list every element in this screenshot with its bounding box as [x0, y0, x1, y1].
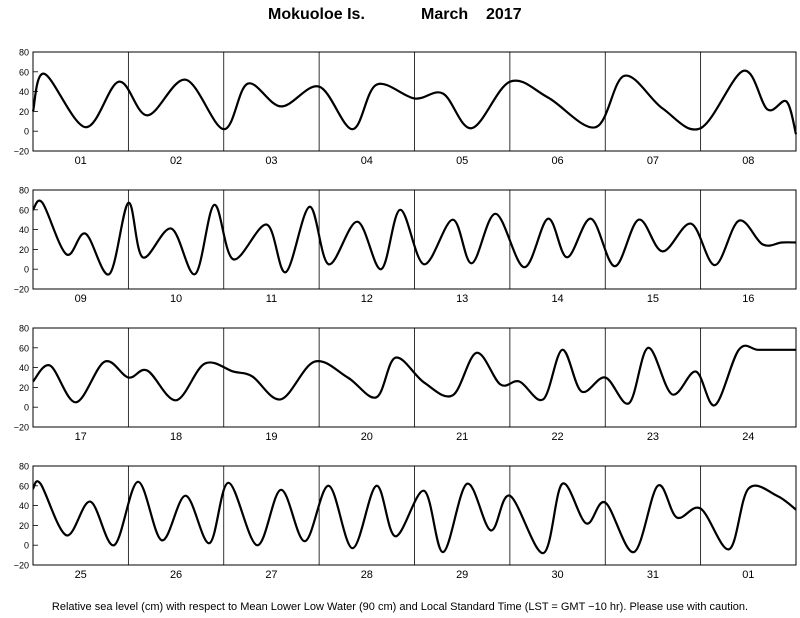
day-label: 19: [265, 431, 277, 443]
y-tick-label: 80: [19, 324, 29, 334]
day-label: 27: [265, 569, 277, 581]
y-tick-label: 40: [19, 501, 29, 511]
day-label: 31: [647, 569, 659, 581]
station-name: Mokuoloe Is.: [268, 6, 365, 23]
y-tick-label: 80: [19, 186, 29, 196]
tide-series-line: [32, 480, 797, 555]
day-label: 21: [456, 431, 468, 443]
day-label: 26: [170, 569, 182, 581]
day-label: 18: [170, 431, 182, 443]
footnote: Relative sea level (cm) with respect to …: [51, 601, 749, 613]
y-tick-label: 0: [24, 127, 29, 137]
chart-title: Mokuoloe Is. March 2017: [0, 4, 800, 26]
day-label: 25: [75, 569, 87, 581]
day-label: 28: [361, 569, 373, 581]
day-label: 24: [742, 431, 754, 443]
y-tick-label: 0: [24, 403, 29, 413]
day-label: 08: [742, 155, 754, 167]
day-label: 05: [456, 155, 468, 167]
y-tick-label: −20: [14, 561, 29, 571]
y-tick-label: 20: [19, 521, 29, 531]
y-tick-label: 60: [19, 481, 29, 491]
y-tick-label: 60: [19, 343, 29, 353]
tide-series-line: [32, 344, 796, 407]
y-tick-label: 0: [24, 265, 29, 275]
day-label: 09: [75, 293, 87, 305]
title-month: March: [421, 6, 469, 23]
day-label: 16: [742, 293, 754, 305]
day-label: 12: [361, 293, 373, 305]
day-label: 29: [456, 569, 468, 581]
day-label: 04: [361, 155, 373, 167]
day-label: 23: [647, 431, 659, 443]
tide-series-line: [32, 199, 797, 276]
y-tick-label: 40: [19, 225, 29, 235]
day-label: 03: [265, 155, 277, 167]
y-tick-label: 20: [19, 245, 29, 255]
y-tick-label: 20: [19, 107, 29, 117]
day-label: 06: [551, 155, 563, 167]
y-tick-label: 80: [19, 48, 29, 58]
y-tick-label: 40: [19, 87, 29, 97]
day-label: 02: [170, 155, 182, 167]
y-tick-label: 20: [19, 383, 29, 393]
day-label: 17: [75, 431, 87, 443]
y-tick-label: 60: [19, 205, 29, 215]
day-label: 20: [361, 431, 373, 443]
day-label: 10: [170, 293, 182, 305]
tide-series-line: [31, 69, 798, 135]
y-tick-label: 0: [24, 541, 29, 551]
day-label: 30: [551, 569, 563, 581]
y-tick-label: 80: [19, 462, 29, 472]
day-label: 07: [647, 155, 659, 167]
y-tick-label: −20: [14, 285, 29, 295]
day-label: 01: [742, 569, 754, 581]
title-year: 2017: [486, 6, 522, 23]
day-label: 01: [75, 155, 87, 167]
day-label: 14: [551, 293, 563, 305]
day-label: 22: [551, 431, 563, 443]
y-tick-label: −20: [14, 423, 29, 433]
y-tick-label: 60: [19, 67, 29, 77]
day-label: 11: [266, 293, 277, 305]
y-tick-label: 40: [19, 363, 29, 373]
day-label: 13: [456, 293, 468, 305]
day-label: 15: [647, 293, 659, 305]
y-tick-label: −20: [14, 147, 29, 157]
